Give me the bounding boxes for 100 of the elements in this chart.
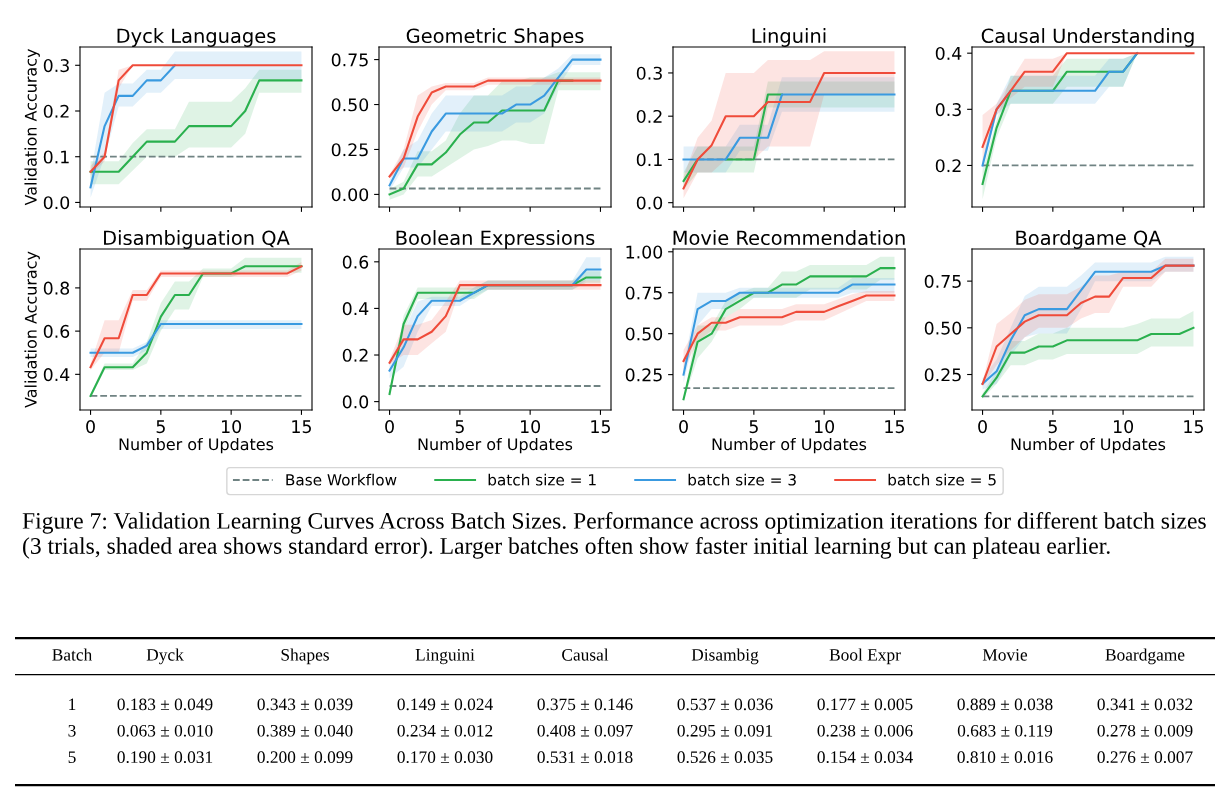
y-tick-label: 0.50 xyxy=(625,327,663,341)
x-tick-label: 0 xyxy=(86,420,95,434)
category-label: Movie xyxy=(982,649,1028,661)
x-tick-label: 10 xyxy=(1114,420,1134,434)
legend-label: batch size = 3 xyxy=(688,473,796,486)
x-axis-title: Number of Updates xyxy=(119,437,274,454)
legend-label: Base Workflow xyxy=(286,473,397,486)
category-label: Disambig xyxy=(691,648,759,665)
y-tick-label: 0.25 xyxy=(625,368,662,382)
y-tick-label: 0.3 xyxy=(43,59,69,73)
y-tick-label: 0.8 xyxy=(43,281,70,295)
line-series xyxy=(981,326,1195,398)
y-tick-label: 0.75 xyxy=(924,274,961,288)
text: 0.278 ± 0.009 xyxy=(1097,724,1193,737)
y-tick-label: 0.75 xyxy=(625,286,662,300)
text: 0.889 ± 0.038 xyxy=(957,698,1053,711)
y-tick-label: 0.3 xyxy=(636,66,662,80)
text: 0.341 ± 0.032 xyxy=(1097,698,1193,711)
x-tick-label: 5 xyxy=(749,420,758,434)
y-tick-label: 0.0 xyxy=(636,196,663,210)
x-tick-label: 15 xyxy=(292,420,311,434)
chart-title: Causal Understanding xyxy=(981,28,1194,47)
legend-label: batch size = 5 xyxy=(888,473,996,486)
x-tick-label: 10 xyxy=(222,420,242,434)
y-tick-label: 0.0 xyxy=(43,196,70,210)
y-tick-label: 0.50 xyxy=(924,321,962,335)
y-tick-label: 0.25 xyxy=(331,143,368,157)
category-label: Boardgame xyxy=(1105,648,1185,665)
x-axis-title: Number of Updates xyxy=(1011,437,1166,454)
y-tick-label: 0.4 xyxy=(935,46,962,61)
text: 0.810 ± 0.016 xyxy=(957,751,1053,764)
y-axis-title: Validation Accuracy xyxy=(24,251,40,408)
chart-title: Geometric Shapes xyxy=(406,28,584,47)
category-label: Dyck xyxy=(146,648,184,665)
text: 0.408 ± 0.097 xyxy=(537,724,633,737)
text: 0.234 ± 0.012 xyxy=(397,724,493,737)
x-tick-label: 0 xyxy=(978,420,987,434)
chart-title: Boardgame QA xyxy=(1016,230,1162,249)
x-tick-label: 5 xyxy=(455,420,464,434)
line-series xyxy=(981,52,1195,148)
category-label: Bool Expr xyxy=(829,648,901,665)
x-tick-label: 10 xyxy=(815,420,835,434)
y-tick-label: 0.75 xyxy=(331,53,368,67)
category-label: 1 xyxy=(69,698,76,711)
text: 0.190 ± 0.031 xyxy=(117,751,213,764)
text: 0.343 ± 0.039 xyxy=(257,698,353,711)
text: 0.149 ± 0.024 xyxy=(397,698,493,711)
y-tick-label: 0.25 xyxy=(924,368,961,382)
category-label: Batch xyxy=(52,648,93,661)
category-label: Shapes xyxy=(281,648,329,665)
text: 0.238 ± 0.006 xyxy=(817,724,913,737)
text: 0.537 ± 0.036 xyxy=(677,698,773,711)
y-tick-label: 0.3 xyxy=(935,103,961,117)
chart-title: Disambiguation QA xyxy=(104,230,290,249)
category-label: Causal xyxy=(562,648,609,661)
x-tick-label: 15 xyxy=(591,420,610,434)
x-tick-label: 0 xyxy=(679,420,688,434)
legend-label: batch size = 1 xyxy=(488,473,596,486)
x-tick-label: 10 xyxy=(521,420,541,434)
text: 0.683 ± 0.119 xyxy=(957,724,1053,737)
y-tick-label: 0.4 xyxy=(43,368,70,382)
y-tick-label: 0.0 xyxy=(342,395,369,409)
y-tick-label: 0.1 xyxy=(636,153,662,167)
x-axis-title: Number of Updates xyxy=(418,437,573,454)
text: 0.200 ± 0.099 xyxy=(257,751,353,764)
x-tick-label: 5 xyxy=(156,420,165,434)
x-tick-label: 15 xyxy=(1184,420,1203,434)
chart-title: Dyck Languages xyxy=(117,28,276,47)
y-tick-label: 1.00 xyxy=(626,245,663,259)
line-series xyxy=(89,64,176,189)
text: 0.526 ± 0.035 xyxy=(677,751,773,764)
category-label: 3 xyxy=(68,724,76,737)
text: 0.183 ± 0.049 xyxy=(117,698,213,711)
text: 0.154 ± 0.034 xyxy=(817,751,913,764)
text: 0.531 ± 0.018 xyxy=(537,751,633,764)
text: 0.177 ± 0.005 xyxy=(817,698,913,711)
y-tick-label: 0.6 xyxy=(342,255,369,269)
caption: Figure 7: Validation Learning Curves Across Batch Sizes. Performance across optimization iterations for different batch sizes (3 trials, shaded area shows standard error). Larger batches often show faster initial learning but can plateau earlier. xyxy=(22,512,1206,559)
x-tick-label: 0 xyxy=(385,420,394,434)
category-label: 5 xyxy=(68,751,76,763)
text: 0.170 ± 0.030 xyxy=(397,751,493,764)
text: 0.389 ± 0.040 xyxy=(257,724,353,737)
chart-title: Movie Recommendation xyxy=(673,230,905,246)
text: 0.375 ± 0.146 xyxy=(537,698,633,711)
y-tick-label: 0.2 xyxy=(43,104,69,118)
y-tick-label: 0.4 xyxy=(342,302,369,316)
y-tick-label: 0.2 xyxy=(636,109,662,124)
chart-title: Boolean Expressions xyxy=(396,230,595,249)
y-tick-label: 0.50 xyxy=(331,98,369,112)
y-tick-label: 0.1 xyxy=(43,150,69,164)
x-tick-label: 15 xyxy=(885,420,904,434)
chart-title: Linguini xyxy=(752,28,826,47)
x-axis-title: Number of Updates xyxy=(712,437,867,454)
category-label: Linguini xyxy=(415,648,475,665)
text: 0.276 ± 0.007 xyxy=(1097,751,1193,764)
text: 0.063 ± 0.010 xyxy=(117,724,213,737)
y-axis-title: Validation Accuracy xyxy=(24,49,40,206)
y-tick-label: 0.2 xyxy=(342,348,368,362)
y-tick-label: 0.00 xyxy=(331,188,369,202)
text: 0.295 ± 0.091 xyxy=(677,724,773,737)
